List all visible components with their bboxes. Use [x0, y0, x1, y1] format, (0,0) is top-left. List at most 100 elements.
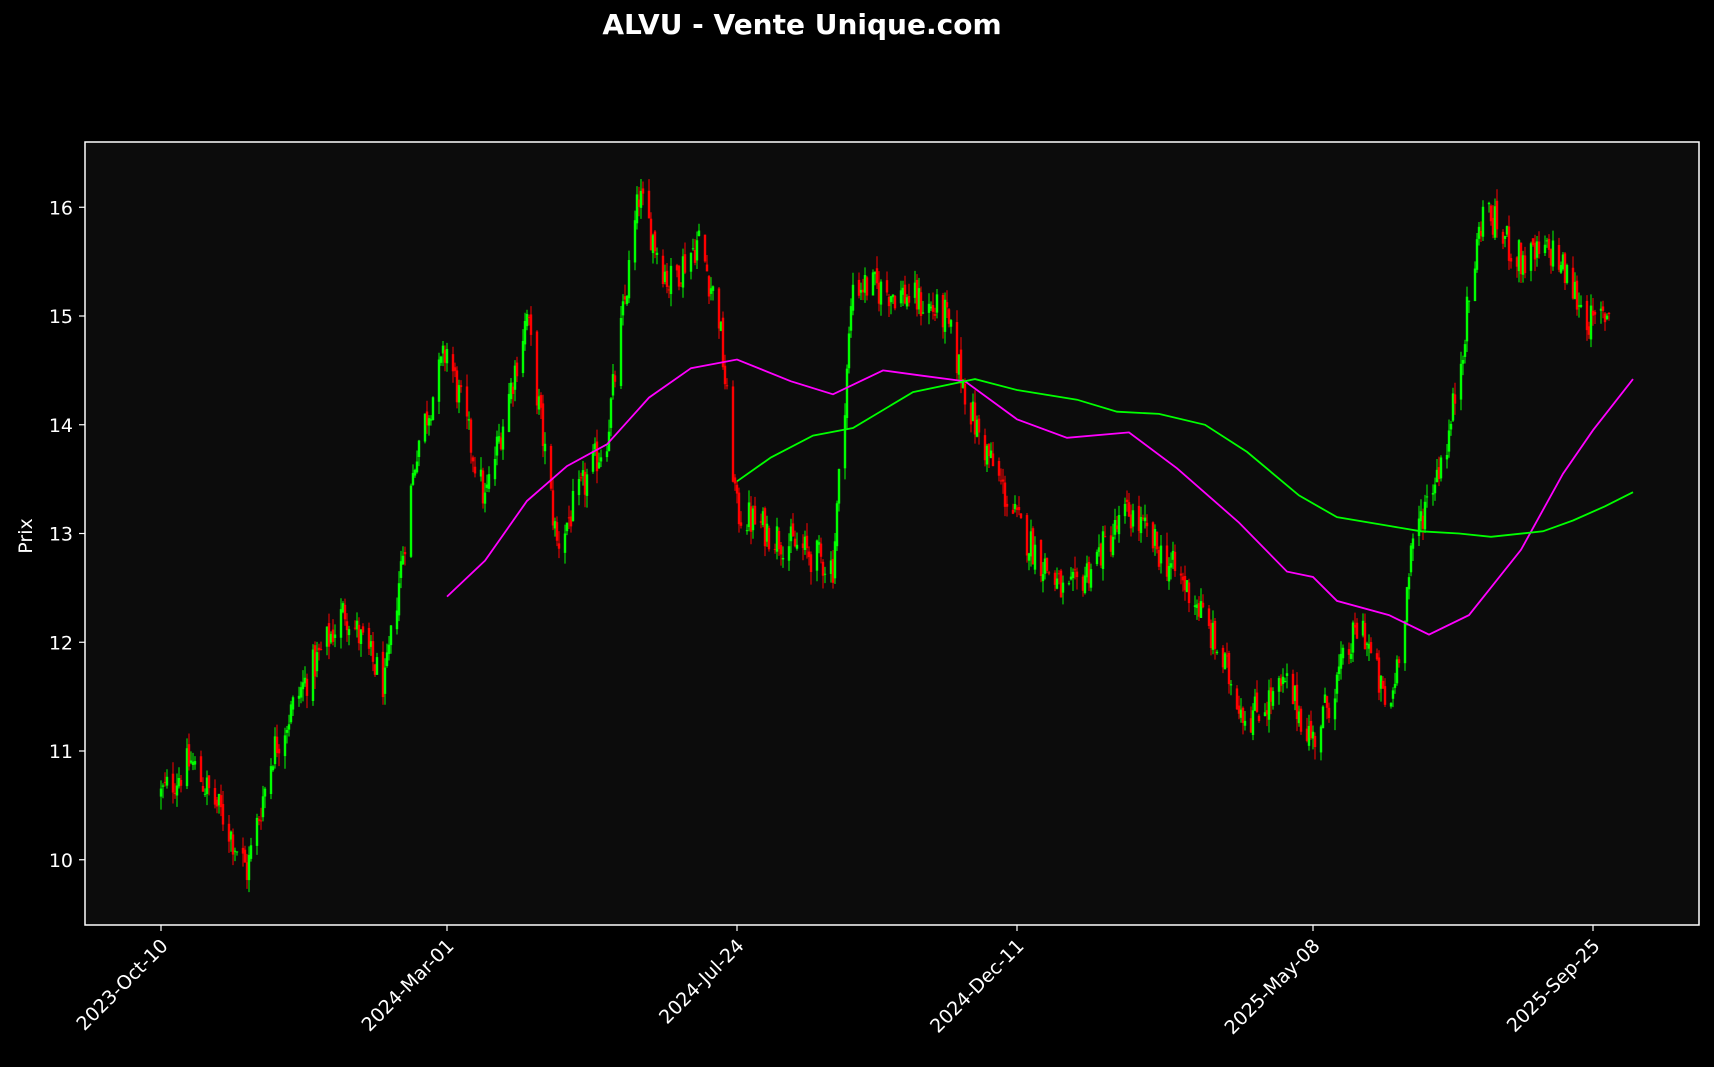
- candle: [669, 258, 673, 307]
- candle: [381, 641, 385, 705]
- candle: [737, 487, 741, 533]
- candle: [427, 415, 431, 436]
- candle: [525, 309, 529, 331]
- candle: [625, 295, 629, 306]
- candle: [931, 292, 935, 320]
- candle: [1151, 521, 1155, 553]
- candle: [331, 619, 335, 646]
- candle: [1239, 698, 1243, 723]
- candle: [1279, 674, 1283, 692]
- candle: [387, 635, 391, 661]
- candle: [1465, 286, 1469, 353]
- candle: [719, 321, 723, 332]
- candle: [233, 847, 237, 862]
- candle: [511, 382, 515, 407]
- candle: [1041, 561, 1045, 593]
- candle: [401, 546, 405, 565]
- candle: [1507, 215, 1511, 270]
- candle: [289, 700, 293, 725]
- candle: [705, 254, 709, 272]
- candle: [1123, 497, 1127, 524]
- plot-area: [84, 141, 1700, 926]
- candle: [963, 378, 967, 415]
- candle: [1185, 580, 1189, 593]
- candle: [1407, 573, 1411, 600]
- y-axis: 10 11 12 13 14 15 16: [49, 197, 85, 872]
- candle: [997, 457, 1001, 482]
- candle: [655, 247, 659, 265]
- candle: [241, 837, 245, 867]
- candle: [441, 341, 445, 367]
- candle: [873, 271, 877, 286]
- candle: [975, 415, 979, 438]
- candle: [987, 443, 991, 469]
- candle: [1045, 557, 1049, 574]
- candle: [1013, 495, 1017, 513]
- candle: [1509, 253, 1513, 269]
- candle: [1493, 198, 1497, 240]
- candle: [1379, 675, 1383, 702]
- candle: [1537, 231, 1541, 259]
- candle: [263, 786, 267, 809]
- candle: [947, 308, 951, 328]
- candle: [1461, 355, 1465, 376]
- candle: [457, 379, 461, 414]
- candle: [347, 625, 351, 646]
- candle: [635, 186, 639, 230]
- candle: [467, 411, 471, 430]
- candle: [921, 300, 925, 315]
- candle: [471, 455, 475, 473]
- candle: [1083, 566, 1087, 595]
- candle: [501, 419, 505, 460]
- candle: [397, 571, 401, 622]
- candle: [845, 364, 849, 430]
- candle: [1125, 490, 1129, 512]
- y-tick-label: 10: [49, 850, 73, 872]
- candle: [189, 751, 193, 765]
- candle: [1155, 531, 1159, 554]
- candle: [1033, 536, 1037, 575]
- candle: [1571, 256, 1575, 300]
- candle: [1435, 459, 1439, 483]
- candle: [1207, 605, 1211, 629]
- candle: [807, 546, 811, 566]
- candle: [833, 533, 837, 585]
- candle: [1019, 512, 1023, 519]
- candle: [1561, 252, 1565, 271]
- candle: [373, 663, 377, 677]
- candle: [1529, 241, 1533, 282]
- candle: [455, 366, 459, 409]
- candle: [835, 500, 839, 551]
- candle: [1201, 594, 1205, 609]
- candle: [1225, 642, 1229, 668]
- candle: [639, 178, 643, 219]
- candle: [971, 393, 975, 422]
- candle: [1061, 575, 1065, 605]
- candle: [595, 429, 599, 484]
- candle: [1169, 552, 1173, 580]
- candle: [1099, 542, 1103, 568]
- candle: [1521, 250, 1525, 283]
- candle: [1433, 477, 1437, 501]
- candle: [959, 337, 963, 394]
- candle: [733, 474, 737, 491]
- candle: [751, 505, 755, 539]
- candle: [1015, 505, 1019, 518]
- candle: [481, 467, 485, 509]
- candle: [789, 518, 793, 554]
- candle: [339, 598, 343, 649]
- candle: [1323, 687, 1327, 703]
- candle: [291, 695, 295, 716]
- candle: [599, 449, 603, 467]
- candle: [1097, 534, 1101, 557]
- candle: [875, 256, 879, 290]
- candle: [641, 181, 645, 206]
- candle: [899, 280, 903, 308]
- candle: [1305, 717, 1309, 743]
- candle: [445, 342, 449, 372]
- candle: [977, 414, 981, 445]
- candle: [1153, 524, 1157, 556]
- candle: [537, 388, 541, 415]
- y-axis-label: Prix: [15, 518, 37, 553]
- candle: [1405, 586, 1409, 626]
